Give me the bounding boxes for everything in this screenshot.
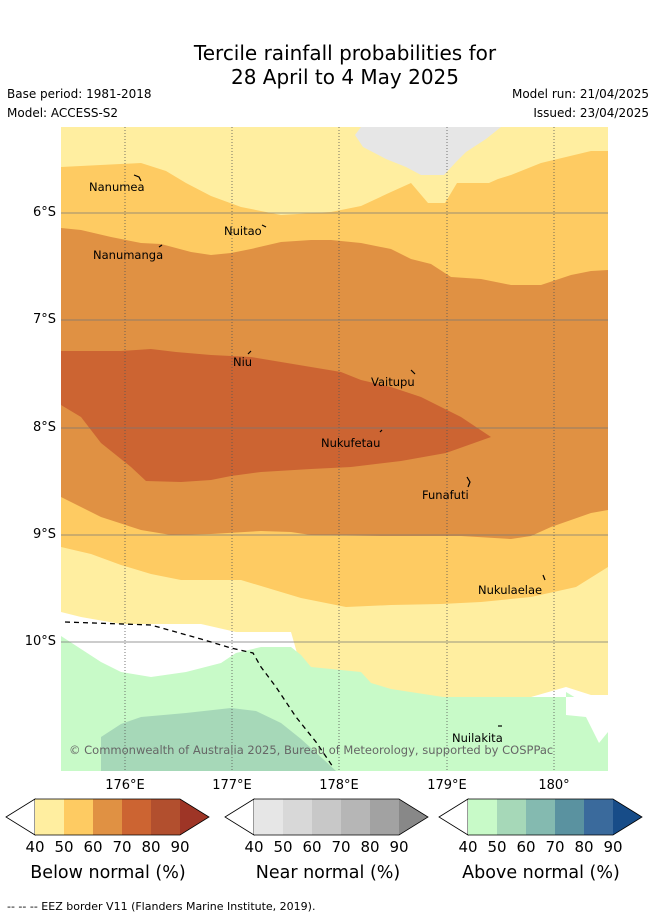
place-niu: Niu <box>233 355 252 369</box>
cb2-tick-60: 60 <box>302 838 322 856</box>
cb1-tick-80: 80 <box>141 838 161 856</box>
place-nukufetau: Nukufetau <box>321 436 380 450</box>
below-normal-colorbar-title: Below normal (%) <box>30 863 186 883</box>
base-period: Base period: 1981-2018 <box>7 87 152 101</box>
cb3-tick-90: 90 <box>603 838 623 856</box>
lat-label-9s: 9°S <box>32 527 56 542</box>
probability-map: Nanumea Nuitao Nanumanga Niu Vaitupu Nuk… <box>61 127 608 771</box>
cb2-tick-40: 40 <box>244 838 264 856</box>
lon-label-177e: 177°E <box>212 778 252 793</box>
cb3-tick-70: 70 <box>545 838 565 856</box>
lat-label-10s: 10°S <box>24 634 56 649</box>
near-normal-colorbar-title: Near normal (%) <box>255 863 401 883</box>
place-nukulaelae: Nukulaelae <box>478 583 542 597</box>
above-normal-colorbar <box>438 798 643 836</box>
below-normal-70-80-region <box>61 349 491 482</box>
cb1-tick-70: 70 <box>112 838 132 856</box>
lat-label-7s: 7°S <box>32 312 56 327</box>
cb1-tick-50: 50 <box>54 838 74 856</box>
longitude-gridlines <box>124 127 555 771</box>
copyright-notice: © Commonwealth of Australia 2025, Bureau… <box>69 743 553 757</box>
near-normal-40-50-region <box>355 127 501 175</box>
eez-footnote: -- -- -- EEZ border V11 (Flanders Marine… <box>7 900 316 913</box>
cb3-tick-60: 60 <box>516 838 536 856</box>
above-normal-50-60-region <box>101 708 336 771</box>
island-outlines <box>133 174 546 727</box>
lon-label-176e: 176°E <box>105 778 145 793</box>
map-title-line1: Tercile rainfall probabilities for <box>193 41 497 65</box>
cb3-tick-40: 40 <box>458 838 478 856</box>
issued-date: Issued: 23/04/2025 <box>533 106 649 120</box>
near-normal-colorbar <box>224 798 429 836</box>
lat-label-8s: 8°S <box>32 420 56 435</box>
lon-label-178e: 178°E <box>319 778 359 793</box>
cb3-tick-50: 50 <box>487 838 507 856</box>
place-funafuti: Funafuti <box>422 488 469 502</box>
cb3-tick-80: 80 <box>574 838 594 856</box>
lat-label-6s: 6°S <box>32 205 56 220</box>
cb1-tick-40: 40 <box>25 838 45 856</box>
place-vaitupu: Vaitupu <box>371 375 415 389</box>
place-nuitao: Nuitao <box>224 224 262 238</box>
cb2-tick-80: 80 <box>360 838 380 856</box>
place-nuilakita: Nuilakita <box>452 731 503 745</box>
cb1-tick-90: 90 <box>170 838 190 856</box>
eez-border <box>64 621 334 768</box>
lon-label-180: 180° <box>538 778 570 793</box>
latitude-gridlines <box>61 212 608 643</box>
place-nanumea: Nanumea <box>89 180 145 194</box>
model-name: Model: ACCESS-S2 <box>7 106 119 120</box>
blank-notch <box>566 697 608 743</box>
cb2-tick-50: 50 <box>273 838 293 856</box>
place-nanumanga: Nanumanga <box>93 248 163 262</box>
below-normal-colorbar <box>5 798 210 836</box>
lon-label-179e: 179°E <box>427 778 467 793</box>
cb2-tick-90: 90 <box>389 838 409 856</box>
model-run: Model run: 21/04/2025 <box>511 87 649 101</box>
map-title-line2: 28 April to 4 May 2025 <box>231 65 459 89</box>
cb1-tick-60: 60 <box>83 838 103 856</box>
above-normal-colorbar-title: Above normal (%) <box>462 863 620 883</box>
cb2-tick-70: 70 <box>331 838 351 856</box>
